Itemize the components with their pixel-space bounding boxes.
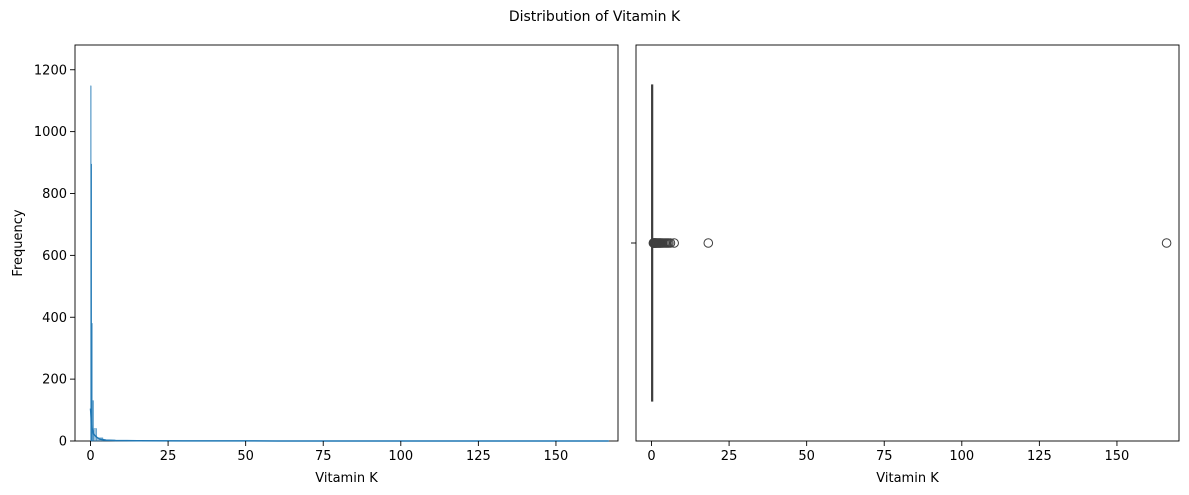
boxplot-outlier-point bbox=[669, 238, 679, 248]
histogram-y-tick-label: 1000 bbox=[34, 125, 67, 140]
boxplot-outliers bbox=[648, 238, 1172, 248]
boxplot-x-tick-label: 50 bbox=[798, 449, 815, 464]
histogram-y-tick-label: 1200 bbox=[34, 63, 67, 78]
histogram-bar bbox=[91, 323, 93, 442]
histogram-bar bbox=[90, 163, 92, 442]
boxplot-x-axis-title: Vitamin K bbox=[876, 471, 939, 486]
histogram-x-tick-label: 25 bbox=[160, 449, 177, 464]
histogram-y-tick-label: 0 bbox=[59, 435, 67, 450]
boxplot-x-tick-label: 0 bbox=[647, 449, 655, 464]
histogram-x-tick-label: 50 bbox=[237, 449, 254, 464]
histogram-y-tick-label: 400 bbox=[42, 311, 67, 326]
boxplot-outlier-point bbox=[703, 238, 714, 248]
histogram-bars bbox=[90, 85, 609, 442]
boxplot-axes-frame bbox=[635, 44, 1180, 442]
histogram-bar bbox=[92, 400, 94, 442]
histogram-y-axis-title: Frequency bbox=[11, 209, 26, 276]
histogram-y-ticks: 0 200 400 600 800 1000 1200 bbox=[34, 63, 75, 450]
histogram-panel: 0 25 50 75 100 125 150 0 200 400 600 800 1000 1200 V… bbox=[11, 44, 619, 486]
boxplot-x-tick-label: 125 bbox=[1027, 449, 1052, 464]
boxplot-panel: 0 25 50 75 100 125 150 Vitamin K bbox=[631, 44, 1180, 486]
histogram-x-tick-label: 125 bbox=[466, 449, 491, 464]
boxplot-x-ticks: 0 25 50 75 100 125 150 bbox=[647, 441, 1129, 464]
histogram-x-tick-label: 75 bbox=[315, 449, 332, 464]
histogram-y-tick-label: 600 bbox=[42, 249, 67, 264]
histogram-x-tick-label: 0 bbox=[86, 449, 94, 464]
boxplot-x-tick-label: 100 bbox=[949, 449, 974, 464]
histogram-x-tick-label: 150 bbox=[544, 449, 569, 464]
boxplot-x-tick-label: 150 bbox=[1105, 449, 1130, 464]
boxplot-outlier-point bbox=[665, 238, 676, 248]
histogram-kde-line bbox=[89, 408, 609, 442]
histogram-x-ticks: 0 25 50 75 100 125 150 bbox=[86, 441, 568, 464]
histogram-y-tick-label: 800 bbox=[42, 187, 67, 202]
boxplot-outlier-point bbox=[1161, 238, 1172, 248]
histogram-x-axis-title: Vitamin K bbox=[315, 471, 378, 486]
histogram-y-tick-label: 200 bbox=[42, 373, 67, 388]
figure-title: Distribution of Vitamin K bbox=[509, 9, 681, 25]
histogram-axes-frame bbox=[74, 44, 619, 442]
boxplot-x-tick-label: 75 bbox=[876, 449, 893, 464]
histogram-x-tick-label: 100 bbox=[388, 449, 413, 464]
boxplot-x-tick-label: 25 bbox=[721, 449, 738, 464]
